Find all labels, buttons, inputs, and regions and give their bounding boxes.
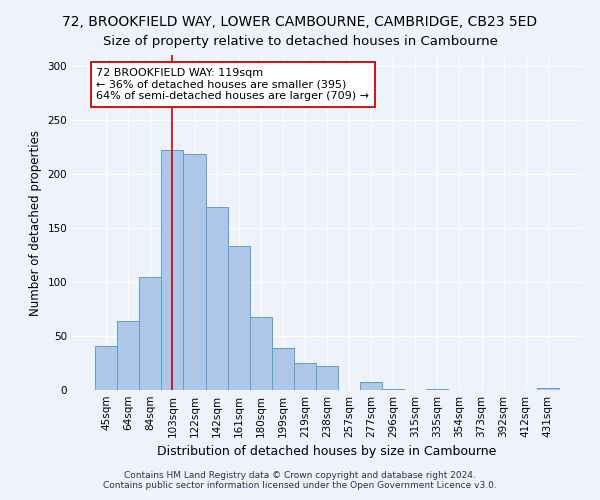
Text: Contains HM Land Registry data © Crown copyright and database right 2024.
Contai: Contains HM Land Registry data © Crown c… xyxy=(103,470,497,490)
Bar xyxy=(184,154,206,390)
Bar xyxy=(360,382,382,390)
Bar xyxy=(537,388,559,390)
Bar xyxy=(95,346,117,390)
Bar xyxy=(316,366,338,390)
Bar xyxy=(294,363,316,390)
Y-axis label: Number of detached properties: Number of detached properties xyxy=(29,130,42,316)
Text: Size of property relative to detached houses in Cambourne: Size of property relative to detached ho… xyxy=(103,35,497,48)
Bar xyxy=(250,316,272,390)
Bar xyxy=(139,276,161,390)
Bar xyxy=(272,348,294,390)
Bar xyxy=(117,321,139,390)
Bar xyxy=(206,208,227,390)
Bar xyxy=(161,150,184,390)
Text: 72 BROOKFIELD WAY: 119sqm
← 36% of detached houses are smaller (395)
64% of semi: 72 BROOKFIELD WAY: 119sqm ← 36% of detac… xyxy=(96,68,369,101)
Bar xyxy=(227,246,250,390)
X-axis label: Distribution of detached houses by size in Cambourne: Distribution of detached houses by size … xyxy=(157,446,497,458)
Bar xyxy=(427,389,448,390)
Text: 72, BROOKFIELD WAY, LOWER CAMBOURNE, CAMBRIDGE, CB23 5ED: 72, BROOKFIELD WAY, LOWER CAMBOURNE, CAM… xyxy=(62,15,538,29)
Bar xyxy=(382,389,404,390)
